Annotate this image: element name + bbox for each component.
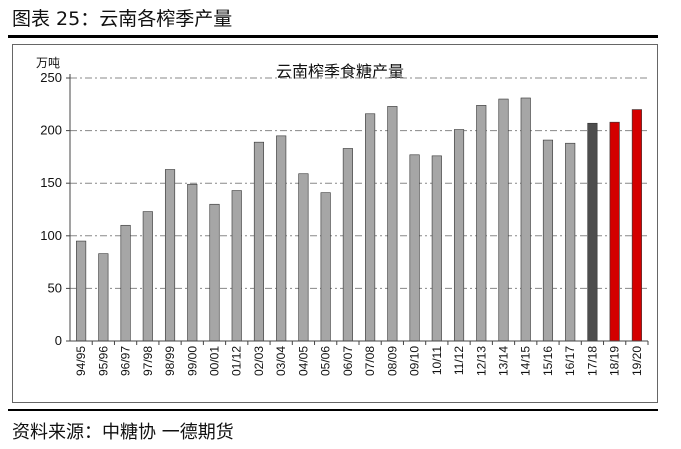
y-tick-label: 100	[40, 228, 62, 243]
bar-97-98	[142, 211, 153, 342]
x-tick-label: 03/04	[274, 346, 288, 376]
bar-07-08	[365, 113, 376, 342]
y-tick-label: 200	[40, 123, 62, 138]
source-note: 资料来源：中糖协 一德期货	[12, 422, 234, 443]
bar-10-11	[431, 155, 442, 342]
x-tick-label: 05/06	[319, 346, 333, 376]
gridlines	[70, 77, 648, 289]
x-tick-label: 13/14	[497, 346, 511, 376]
figure-title: 图表 25：云南各榨季产量	[12, 8, 233, 30]
x-tick-label: 17/18	[585, 346, 599, 376]
bar-11-12	[453, 129, 465, 342]
x-tick-label: 02/03	[252, 346, 266, 376]
bar-95-96	[98, 253, 109, 342]
bar-14-15	[520, 97, 531, 342]
x-tick-label: 18/19	[608, 346, 622, 376]
bar-01-12	[231, 190, 242, 342]
x-tick-label: 04/05	[296, 346, 310, 376]
bar-00-01	[209, 203, 220, 342]
bar-96-97	[120, 224, 131, 342]
x-tick-label: 08/09	[385, 346, 399, 376]
x-tick-label: 14/15	[519, 346, 533, 376]
bar-17-18	[587, 122, 598, 342]
bar-13-14	[498, 98, 509, 342]
bar-06-07	[342, 148, 353, 342]
bar-04-05	[298, 173, 309, 342]
x-tick-label: 00/01	[208, 346, 222, 376]
top-rule	[8, 35, 658, 38]
bottom-rule	[8, 409, 658, 411]
x-tick-label: 96/97	[119, 346, 133, 376]
bar-09-10	[409, 154, 420, 342]
bar-12-13	[476, 105, 487, 342]
bar-03-04	[276, 135, 287, 342]
x-tick-label: 98/99	[163, 346, 177, 376]
y-tick-label: 150	[40, 175, 62, 190]
x-tick-label: 01/12	[230, 346, 244, 376]
axes: 0 50 100 150 200 250 94/95 95/96 96/97 97/98 98/99…	[40, 70, 649, 376]
x-tick-label: 99/00	[185, 346, 199, 376]
bar-02-03	[253, 141, 265, 342]
x-tick-label: 11/12	[452, 346, 466, 375]
y-tick-label: 50	[48, 280, 62, 295]
x-tick-label: 97/98	[141, 346, 155, 376]
x-tick-label: 16/17	[563, 346, 577, 376]
x-tick-label: 15/16	[541, 346, 555, 376]
x-tick-label: 12/13	[474, 346, 488, 376]
x-tick-label: 10/11	[430, 346, 444, 375]
y-axis-unit-label: 万吨	[36, 56, 60, 70]
bar-98-99	[164, 169, 176, 342]
x-tick-label: 95/96	[96, 346, 110, 376]
bar-19-20	[631, 109, 642, 342]
x-tick-label: 06/07	[341, 346, 355, 376]
bar-99-00	[187, 183, 198, 342]
y-tick-label: 0	[55, 333, 62, 348]
x-tick-label: 09/10	[408, 346, 422, 376]
bar-15-16	[542, 139, 554, 342]
x-tick-label: 94/95	[74, 346, 88, 376]
bars	[76, 97, 642, 342]
bar-16-17	[565, 142, 576, 342]
bar-05-06	[320, 192, 331, 342]
x-tick-label: 19/20	[630, 346, 644, 376]
bar-08-09	[387, 106, 398, 342]
y-tick-label: 250	[40, 70, 62, 85]
x-tick-label: 07/08	[363, 346, 377, 376]
bar-18-19	[609, 121, 620, 342]
chart-title: 云南榨季食糖产量	[276, 62, 404, 81]
bar-94-95	[76, 240, 87, 342]
